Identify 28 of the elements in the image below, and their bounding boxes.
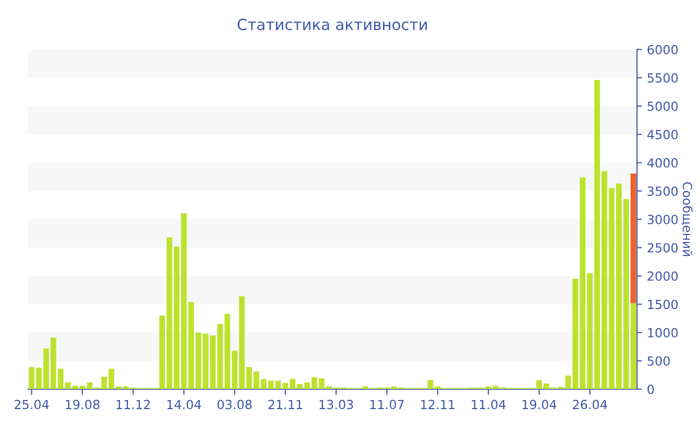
y-axis-title: Сообщений [681,182,693,256]
y-tick-label: 5500 [648,73,678,83]
x-tick-label: 26.04 [572,400,608,410]
y-tick-label: 6000 [648,44,678,54]
x-tick-label: 14.04 [167,400,202,410]
x-tick-label: 19.04 [522,400,556,410]
y-tick-label: 4500 [647,130,678,140]
y-tick-label: 1500 [648,300,678,310]
y-tick-label: 4000 [647,158,678,168]
x-tick-label: 11.12 [116,400,150,410]
x-tick-label: 21.11 [268,400,302,410]
x-tick-label: 25.04 [14,400,49,410]
y-tick-label: 3000 [648,214,678,224]
bar [630,173,636,304]
y-tick-label: 0 [648,384,654,394]
y-tick-label: 500 [648,356,670,366]
x-tick-label: 11.04 [472,400,506,410]
x-tick-label: 13.03 [320,400,354,410]
x-tick-label: 12.11 [421,400,454,410]
x-tick-label: 11.07 [370,400,404,410]
y-tick-label: 5000 [648,102,678,111]
x-tick-label: 03.08 [218,400,252,410]
y-tick-label: 3500 [648,186,678,196]
y-tick-label: 2000 [648,271,678,281]
chart-title: Статистика активности [238,18,427,30]
x-tick-label: 19.08 [66,400,100,410]
y-tick-label: 1000 [648,328,678,338]
y-tick-label: 2500 [648,243,678,253]
